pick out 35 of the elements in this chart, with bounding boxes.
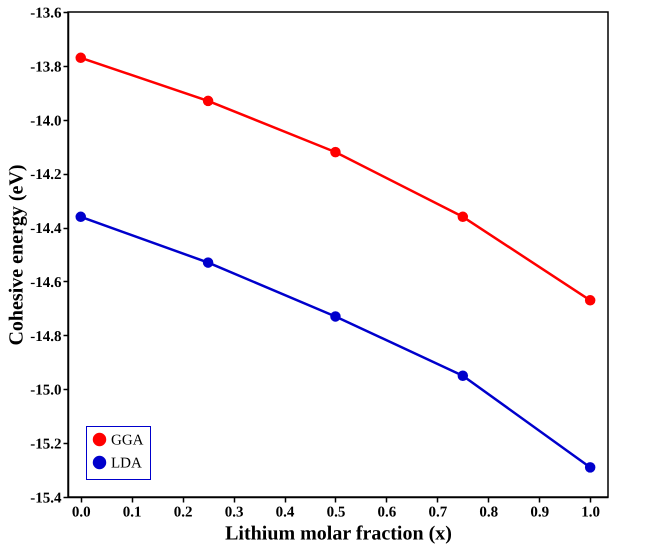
point — [458, 370, 468, 381]
y-tick-label: -15.4 — [30, 490, 62, 506]
y-tick-label: -14.0 — [30, 113, 62, 130]
x-tick-label: 0.5 — [326, 504, 346, 520]
point — [458, 212, 468, 222]
point — [75, 52, 86, 64]
point — [202, 257, 214, 268]
y-tick-label: -15.0 — [30, 382, 62, 399]
y-tick-label: -13.8 — [30, 59, 62, 76]
x-tick-label: 0.3 — [224, 504, 244, 520]
point — [330, 146, 341, 158]
x-tick-label: 0.2 — [174, 504, 192, 520]
x-axis-title: Lithium molar fraction (x) — [225, 522, 452, 544]
y-tick-label: -15.2 — [30, 436, 62, 453]
point — [75, 212, 86, 222]
y-tick-label: -14.2 — [30, 167, 62, 184]
x-tick-label: 0.7 — [428, 504, 448, 520]
x-tick-label: 0.4 — [276, 504, 295, 520]
point — [330, 311, 341, 322]
point — [584, 462, 596, 473]
y-axis-title: Cohesive energy (eV) — [5, 164, 28, 346]
x-tick-label: 0.6 — [378, 504, 397, 520]
y-tick-label: -13.6 — [30, 6, 62, 22]
y-tick-label: -14.8 — [30, 328, 62, 345]
x-tick-label: 1.0 — [581, 504, 600, 520]
x-tick-label: 0.0 — [72, 504, 91, 520]
point — [202, 96, 214, 106]
x-tick-label: 0.8 — [479, 504, 498, 520]
y-tick-label: -14.4 — [30, 221, 62, 238]
point — [584, 295, 596, 306]
legend-label: LDA — [111, 456, 142, 472]
x-tick-label: 0.1 — [122, 504, 142, 520]
legend-label: GGA — [111, 432, 144, 448]
x-tick-label: 0.9 — [530, 504, 550, 520]
y-tick-label: -14.6 — [30, 274, 62, 291]
